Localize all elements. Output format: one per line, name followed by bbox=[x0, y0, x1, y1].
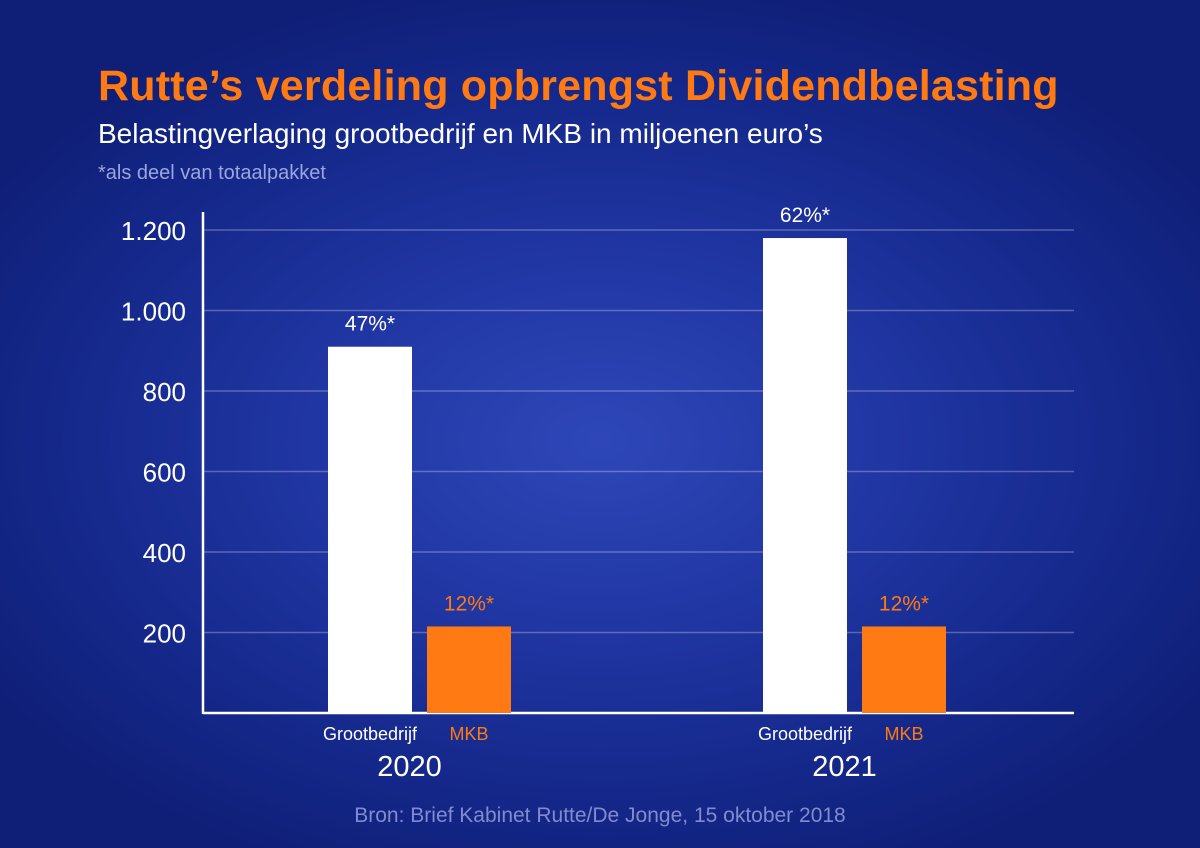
source-note: Bron: Brief Kabinet Rutte/De Jonge, 15 o… bbox=[354, 804, 846, 827]
group-label-2020: 2020 bbox=[377, 751, 442, 783]
data-label: 62%* bbox=[780, 204, 830, 227]
data-label: 12%* bbox=[879, 592, 929, 615]
group-label-2021: 2021 bbox=[812, 751, 877, 783]
y-tick-label: 800 bbox=[143, 377, 186, 407]
bar-grootbedrijf-2021 bbox=[763, 238, 847, 714]
bar-grootbedrijf-2020 bbox=[328, 346, 412, 713]
y-tick-label: 1.000 bbox=[121, 297, 186, 327]
category-label: MKB bbox=[884, 724, 923, 744]
category-label: Grootbedrijf bbox=[323, 724, 418, 744]
y-tick-label: 200 bbox=[143, 619, 186, 649]
category-label: Grootbedrijf bbox=[758, 724, 853, 744]
data-label: 47%* bbox=[345, 313, 395, 336]
footnote-percentage: *als deel van totaalpakket bbox=[98, 162, 326, 184]
chart-subtitle: Belastingverlaging grootbedrijf en MKB i… bbox=[98, 118, 823, 149]
data-label: 12%* bbox=[444, 592, 494, 615]
y-tick-label: 600 bbox=[143, 458, 186, 488]
category-label: MKB bbox=[449, 724, 488, 744]
bar-mkb-2020 bbox=[427, 626, 511, 713]
chart-title: Rutte’s verdeling opbrengst Dividendbela… bbox=[98, 62, 1059, 110]
y-tick-label: 400 bbox=[143, 538, 186, 568]
y-tick-label: 1.200 bbox=[121, 216, 186, 246]
bar-mkb-2021 bbox=[862, 626, 946, 713]
